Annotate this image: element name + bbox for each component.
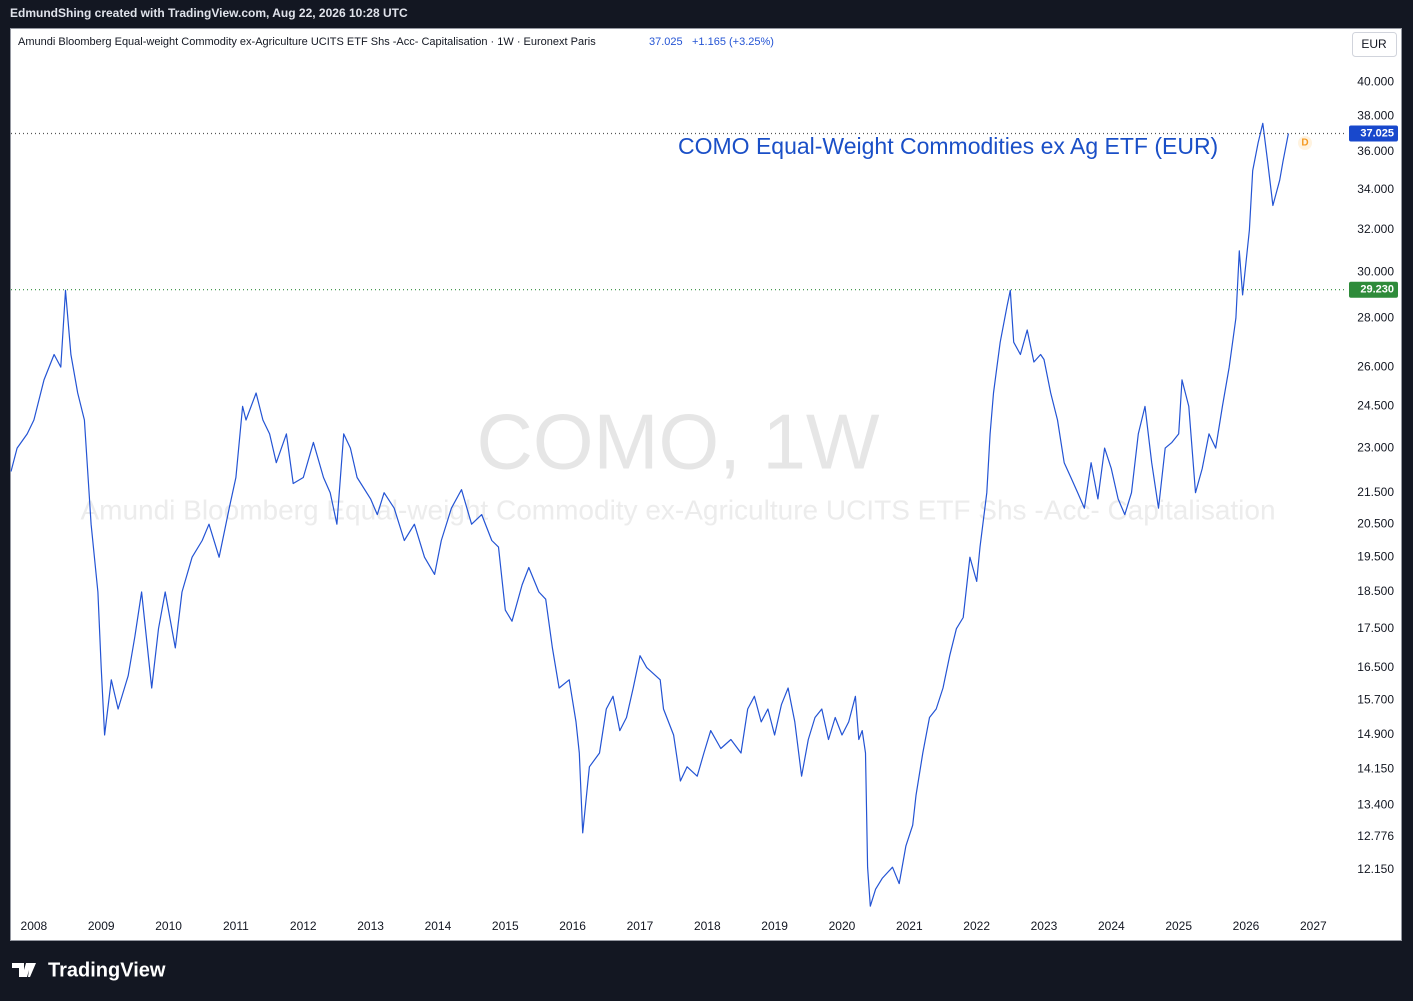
x-tick-label: 2021 [896, 919, 923, 933]
chart-panel [10, 28, 1402, 941]
y-tick-label: 28.000 [1357, 310, 1394, 324]
currency-button[interactable] [1352, 32, 1397, 57]
footer: TradingView [12, 959, 166, 981]
watermark: COMO, 1W Amundi Bloomberg Equal-weight C… [80, 398, 1275, 526]
y-tick-label: 15.700 [1357, 693, 1394, 707]
x-tick-label: 2019 [761, 919, 788, 933]
y-tick-label: 19.500 [1357, 549, 1394, 563]
y-tick-label: 23.000 [1357, 440, 1394, 454]
x-tick-label: 2008 [21, 919, 48, 933]
currency-label[interactable]: EUR [1361, 37, 1387, 51]
x-tick-label: 2017 [627, 919, 654, 933]
y-tick-label: 36.000 [1357, 144, 1394, 158]
x-tick-label: 2012 [290, 919, 317, 933]
x-tick-label: 2010 [155, 919, 182, 933]
y-tick-label: 12.150 [1357, 862, 1394, 876]
y-tick-label: 12.776 [1357, 829, 1394, 843]
x-tick-label: 2014 [425, 919, 452, 933]
watermark-name: Amundi Bloomberg Equal-weight Commodity … [80, 494, 1275, 525]
y-tick-label: 20.500 [1357, 516, 1394, 530]
price-label: 29.230 [1360, 284, 1394, 296]
footer-logo [12, 963, 36, 977]
x-tick-label: 2020 [829, 919, 856, 933]
plot: 12.150 12.776 13.400 14.150 14.900 15.700 16.5… [10, 75, 1398, 933]
y-tick-label: 30.000 [1357, 265, 1394, 279]
x-tick-label: 2024 [1098, 919, 1125, 933]
annotation: COMO Equal-Weight Commodities ex Ag ETF … [678, 133, 1218, 159]
y-tick-label: 24.500 [1357, 399, 1394, 413]
x-tick-label: 2026 [1233, 919, 1260, 933]
y-tick-label: 14.900 [1357, 727, 1394, 741]
price-label: 37.025 [1360, 127, 1394, 139]
x-tick-label: 2009 [88, 919, 115, 933]
y-tick-label: 38.000 [1357, 108, 1394, 122]
x-tick-label: 2015 [492, 919, 519, 933]
y-tick-label: 32.000 [1357, 222, 1394, 236]
legend-name: Amundi Bloomberg Equal-weight Commodity … [18, 36, 596, 48]
x-tick-label: 2027 [1300, 919, 1327, 933]
y-tick-label: 21.500 [1357, 485, 1394, 499]
footer-brand: TradingView [48, 959, 166, 981]
y-tick-label: 34.000 [1357, 182, 1394, 196]
x-tick-label: 2025 [1165, 919, 1192, 933]
x-tick-label: 2013 [357, 919, 384, 933]
dividend-marker[interactable] [1298, 136, 1312, 150]
y-tick-label: 14.150 [1357, 761, 1394, 775]
legend-change: +1.165 (+3.25%) [692, 36, 774, 48]
header-text: EdmundShing created with TradingView.com… [10, 6, 408, 20]
y-tick-label: 40.000 [1357, 75, 1394, 89]
x-tick-label: 2016 [559, 919, 586, 933]
price-label-box [1349, 281, 1398, 298]
watermark-symbol: COMO, 1W [477, 398, 880, 486]
x-tick-label: 2023 [1031, 919, 1058, 933]
y-tick-label: 26.000 [1357, 359, 1394, 373]
x-tick-label: 2018 [694, 919, 721, 933]
x-tick-label: 2011 [223, 919, 249, 933]
y-tick-label: 13.400 [1357, 797, 1394, 811]
dividend-label[interactable]: D [1301, 138, 1308, 149]
y-tick-label: 16.500 [1357, 660, 1394, 674]
x-tick-label: 2022 [963, 919, 990, 933]
price-line-series [10, 122, 1289, 907]
price-label-box [1349, 125, 1398, 142]
y-tick-label: 18.500 [1357, 584, 1394, 598]
legend-price: 37.025 [649, 36, 683, 48]
y-tick-label: 17.500 [1357, 621, 1394, 635]
